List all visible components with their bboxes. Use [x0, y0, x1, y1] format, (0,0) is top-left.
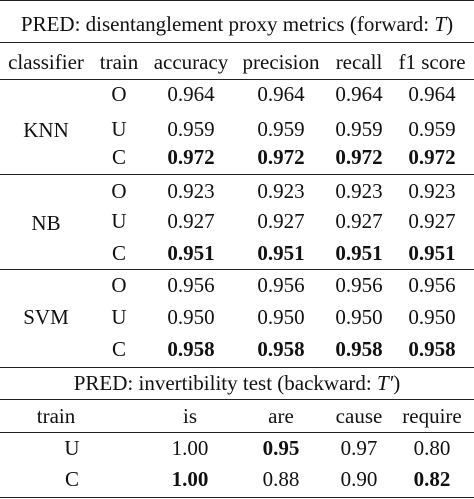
t2-cause-cell: 0.90: [340, 467, 378, 491]
accuracy-cell: 0.950: [167, 305, 215, 329]
f1-cell-best: 0.951: [408, 241, 456, 265]
recall-cell: 0.950: [335, 305, 383, 329]
accuracy-cell: 0.956: [167, 273, 215, 297]
table1-caption-symbol: T: [434, 12, 447, 36]
train-label: U: [111, 209, 127, 233]
accuracy-cell: 0.959: [167, 117, 215, 141]
recall-cell: 0.923: [335, 179, 383, 203]
precision-cell: 0.950: [257, 305, 305, 329]
train-label: U: [111, 305, 127, 329]
t2-are-cell: 0.88: [262, 467, 300, 491]
rule-group: [0, 269, 474, 270]
accuracy-cell-best: 0.951: [167, 241, 215, 265]
precision-cell: 0.927: [257, 209, 305, 233]
classifier-svm: SVM: [23, 305, 69, 329]
header-f1-score: f1 score: [398, 50, 466, 74]
precision-cell: 0.959: [257, 117, 305, 141]
table1-caption: PRED: disentanglement proxy metrics (for…: [0, 12, 474, 36]
f1-cell: 0.956: [408, 273, 456, 297]
accuracy-cell: 0.927: [167, 209, 215, 233]
t2-is-cell: 1.00: [171, 436, 209, 460]
train-label: O: [111, 179, 127, 203]
accuracy-cell-best: 0.958: [167, 337, 215, 361]
header-train: train: [99, 50, 139, 74]
f1-cell: 0.923: [408, 179, 456, 203]
t2-train-label: U: [64, 436, 80, 460]
precision-cell-best: 0.972: [257, 145, 305, 169]
table2-caption: PRED: invertibility test (backward: T′): [0, 371, 474, 395]
rule-header: [0, 79, 474, 80]
t2-are-cell-best: 0.95: [262, 436, 300, 460]
train-label: O: [111, 273, 127, 297]
f1-cell-best: 0.972: [408, 145, 456, 169]
rule-top: [0, 0, 474, 1]
recall-cell: 0.956: [335, 273, 383, 297]
f1-cell: 0.959: [408, 117, 456, 141]
train-label: O: [111, 82, 127, 106]
f1-cell-best: 0.958: [408, 337, 456, 361]
precision-cell-best: 0.958: [257, 337, 305, 361]
table2-caption-symbol: T′: [377, 371, 394, 395]
train-label: C: [111, 241, 127, 265]
recall-cell: 0.964: [335, 82, 383, 106]
accuracy-cell-best: 0.972: [167, 145, 215, 169]
f1-cell: 0.964: [408, 82, 456, 106]
recall-cell-best: 0.951: [335, 241, 383, 265]
rule-table2-header: [0, 432, 474, 433]
t2-require-cell-best: 0.82: [413, 467, 451, 491]
t2-header-require: require: [402, 404, 462, 428]
t2-is-cell-best: 1.00: [171, 467, 209, 491]
recall-cell: 0.927: [335, 209, 383, 233]
precision-cell: 0.923: [257, 179, 305, 203]
rule-table1-bottom: [0, 367, 474, 368]
precision-cell: 0.964: [257, 82, 305, 106]
table1-caption-prefix: PRED: disentanglement proxy metrics (for…: [20, 12, 435, 36]
header-precision: precision: [242, 50, 320, 74]
f1-cell: 0.927: [408, 209, 456, 233]
t2-header-train: train: [36, 404, 76, 428]
precision-cell: 0.956: [257, 273, 305, 297]
t2-train-label: C: [64, 467, 80, 491]
train-label: U: [111, 117, 127, 141]
rule-table2-caption: [0, 399, 474, 400]
table2-caption-suffix: ): [393, 371, 401, 395]
precision-cell-best: 0.951: [257, 241, 305, 265]
header-classifier: classifier: [8, 50, 84, 74]
rule-caption: [0, 42, 474, 43]
table2-caption-prefix: PRED: invertibility test (backward:: [73, 371, 377, 395]
f1-cell: 0.950: [408, 305, 456, 329]
t2-header-are: are: [268, 404, 294, 428]
recall-cell-best: 0.972: [335, 145, 383, 169]
classifier-nb: NB: [31, 211, 61, 235]
t2-require-cell: 0.80: [413, 436, 451, 460]
classifier-knn: KNN: [23, 118, 69, 142]
t2-header-is: is: [182, 404, 198, 428]
accuracy-cell: 0.923: [167, 179, 215, 203]
rule-group: [0, 174, 474, 175]
t2-cause-cell: 0.97: [340, 436, 378, 460]
t2-header-cause: cause: [335, 404, 383, 428]
accuracy-cell: 0.964: [167, 82, 215, 106]
table1-caption-suffix: ): [446, 12, 454, 36]
train-label: C: [111, 337, 127, 361]
header-accuracy: accuracy: [153, 50, 229, 74]
recall-cell-best: 0.958: [335, 337, 383, 361]
rule-bottom: [0, 497, 474, 498]
recall-cell: 0.959: [335, 117, 383, 141]
train-label: C: [111, 145, 127, 169]
header-recall: recall: [335, 50, 383, 74]
